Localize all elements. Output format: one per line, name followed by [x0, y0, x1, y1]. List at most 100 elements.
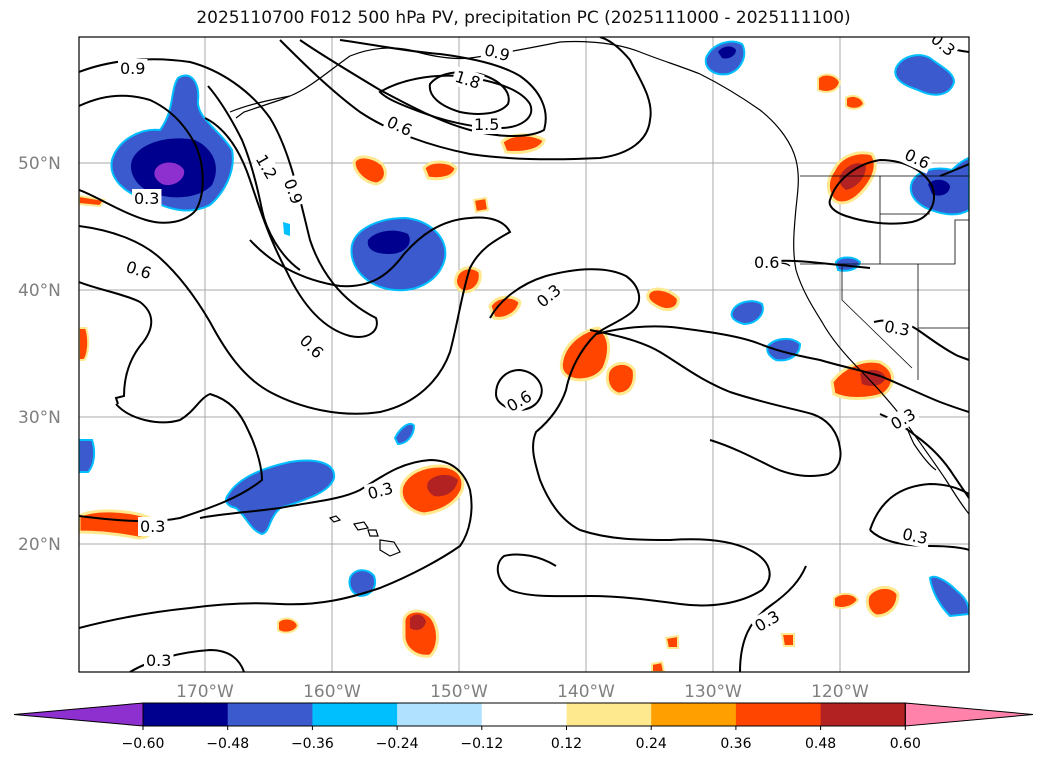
- neg-area-central-core: [367, 230, 410, 254]
- pos-area-2: [422, 160, 458, 181]
- pos-area-22: [664, 634, 679, 649]
- pos-area-19: [845, 95, 866, 110]
- colorbar-extend-low: [13, 702, 144, 727]
- pos-area-8: [605, 362, 636, 396]
- contour-label: 0.3: [146, 651, 171, 670]
- pos-area-12: [79, 194, 106, 208]
- contour-label: 0.3: [140, 517, 165, 536]
- lon-label-130w: 130°W: [684, 682, 742, 702]
- colorbar-tick-label: 0.24: [636, 736, 667, 752]
- neg-area-small-3: [283, 222, 290, 236]
- pos-area-1: [352, 155, 387, 186]
- neg-area-west-edge: [79, 439, 96, 473]
- positive-precip-areas: [79, 73, 900, 672]
- contour-label-halo: [118, 59, 148, 78]
- colorbar-tick-label: −0.24: [376, 736, 419, 752]
- neg-area-offshore-1: [730, 300, 764, 326]
- contour-label-halo: [382, 111, 417, 141]
- contour-label-halo: [501, 385, 537, 417]
- contour-label-halo: [749, 605, 785, 637]
- colorbar-outline: [142, 702, 906, 727]
- contour-label-halo: [531, 279, 567, 313]
- contour-label-halo: [898, 523, 932, 549]
- pos-area-9: [646, 287, 680, 312]
- pos-area-10-core: [427, 474, 458, 497]
- contour-label: 0.3: [901, 524, 930, 548]
- contour-label-halo: [144, 651, 174, 670]
- latitude-labels: 50°N 40°N 30°N 20°N: [18, 154, 61, 555]
- contour-label-halo: [363, 477, 398, 504]
- lat-label-50n: 50°N: [18, 154, 61, 174]
- colorbar: −0.60 −0.48 −0.36 −0.24 −0.12 0.12 0.24 0.36 0.4…: [13, 702, 1034, 752]
- contour-label-halo: [752, 253, 782, 272]
- colorbar-tick-label: −0.48: [206, 736, 249, 752]
- pos-area-14-core: [410, 614, 426, 630]
- neg-area-gulf-alaska-core: [718, 46, 736, 59]
- contour-label-halo: [472, 115, 502, 134]
- contour-label-halo: [138, 517, 168, 536]
- lon-label-150w: 150°W: [430, 682, 488, 702]
- colorbar-segment: [312, 703, 398, 726]
- pos-area-20: [833, 592, 860, 609]
- colorbar-segment: [481, 703, 567, 726]
- colorbar-segment: [227, 703, 313, 726]
- pos-area-4: [454, 266, 482, 294]
- contour-label-halo: [250, 149, 282, 185]
- contour-label: 0.3: [883, 317, 911, 340]
- contour-label: 0.9: [120, 59, 145, 78]
- colorbar-segment: [735, 703, 822, 726]
- colorbar-extend-high: [904, 702, 1034, 727]
- contour-label-halo: [885, 403, 921, 435]
- contour-label-halo: [480, 39, 514, 66]
- neg-area-central: [350, 216, 447, 292]
- contour-label: 0.6: [754, 253, 779, 272]
- lon-label-160w: 160°W: [303, 682, 361, 702]
- lon-label-140w: 140°W: [557, 682, 615, 702]
- colorbar-tick-label: 0.60: [890, 736, 921, 752]
- pos-area-3: [472, 196, 490, 214]
- contour-label-halo: [450, 66, 485, 94]
- neg-area-aleutian-peak: [154, 162, 185, 186]
- map-title: 2025110700 F012 500 hPa PV, precipitatio…: [196, 8, 851, 28]
- colorbar-segment: [820, 703, 906, 726]
- contour-labels: 0.9 1.8 1.5 0.6 1.2 0.9 0.3 0.6 0.6 0.3 …: [118, 37, 961, 670]
- neg-area-canada: [894, 54, 956, 96]
- contour-label-halo: [132, 189, 162, 208]
- contour-label-halo: [880, 316, 914, 341]
- pos-area-15: [277, 617, 300, 634]
- pos-area-13: [79, 327, 90, 361]
- pos-area-23: [780, 633, 795, 647]
- neg-area-small-1: [348, 569, 376, 598]
- longitude-labels: 170°W 160°W 150°W 140°W 130°W 120°W: [176, 682, 869, 702]
- hawaii-islands: [328, 515, 401, 557]
- contour-label-halo: [925, 37, 961, 62]
- colorbar-tick-label: 0.12: [551, 736, 582, 752]
- map-frame: [78, 36, 970, 673]
- contour-label-halo: [279, 174, 308, 209]
- pos-area-24: [651, 660, 666, 672]
- contour-label-halo: [121, 256, 156, 284]
- pv-contours: [79, 37, 969, 672]
- colorbar-tick-label: 0.36: [720, 736, 751, 752]
- pos-area-18: [817, 73, 842, 93]
- pos-area-21: [865, 586, 900, 618]
- colorbar-segment: [566, 703, 652, 726]
- contour-label: 0.3: [134, 189, 159, 208]
- neg-area-small-2: [393, 422, 416, 446]
- colorbar-tick-label: −0.12: [460, 736, 503, 752]
- colorbar-segment: [651, 703, 737, 726]
- colorbar-tick-label: 0.48: [805, 736, 836, 752]
- pos-area-5: [488, 295, 522, 320]
- pos-area-16-core: [839, 163, 866, 190]
- contour-label-halo: [899, 144, 935, 174]
- neg-area-offshore-2: [766, 338, 802, 362]
- lat-label-30n: 30°N: [18, 408, 61, 428]
- colorbar-tick-label: −0.36: [291, 736, 334, 752]
- pos-area-17-core: [860, 369, 886, 386]
- colorbar-segment: [143, 703, 229, 726]
- lat-label-40n: 40°N: [18, 281, 61, 301]
- lon-label-170w: 170°W: [176, 682, 234, 702]
- colorbar-segment: [397, 703, 483, 726]
- contour-label: 1.5: [474, 115, 499, 134]
